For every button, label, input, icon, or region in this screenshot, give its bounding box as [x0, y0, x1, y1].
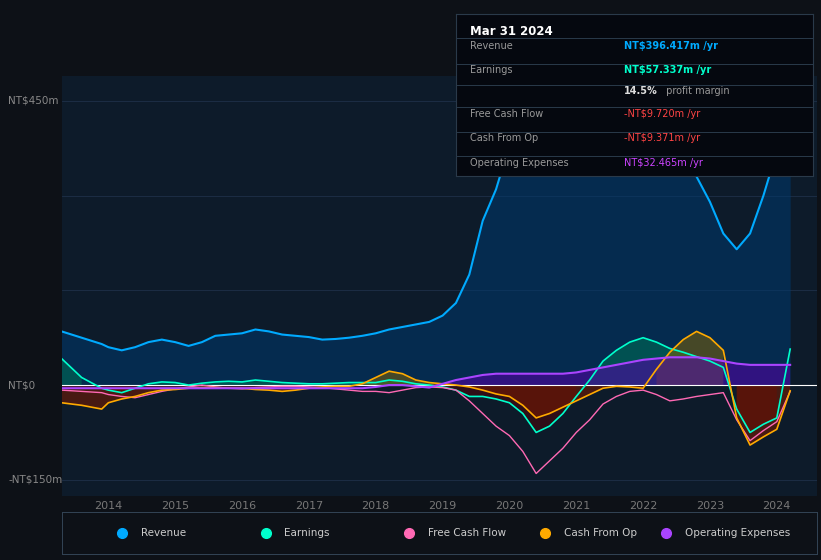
Text: Operating Expenses: Operating Expenses	[470, 158, 569, 168]
Text: profit margin: profit margin	[663, 86, 729, 96]
Text: Earnings: Earnings	[470, 65, 512, 75]
Text: 14.5%: 14.5%	[623, 86, 658, 96]
Text: NT$0: NT$0	[8, 380, 35, 390]
Text: Revenue: Revenue	[141, 529, 186, 538]
Text: Free Cash Flow: Free Cash Flow	[428, 529, 506, 538]
Text: NT$450m: NT$450m	[8, 96, 59, 106]
Text: -NT$9.720m /yr: -NT$9.720m /yr	[623, 109, 699, 119]
Text: NT$57.337m /yr: NT$57.337m /yr	[623, 65, 711, 75]
Text: -NT$150m: -NT$150m	[8, 475, 62, 485]
Text: Cash From Op: Cash From Op	[470, 133, 539, 143]
Text: -NT$9.371m /yr: -NT$9.371m /yr	[623, 133, 699, 143]
Text: NT$32.465m /yr: NT$32.465m /yr	[623, 158, 703, 168]
Text: Revenue: Revenue	[470, 41, 512, 51]
Text: Earnings: Earnings	[284, 529, 330, 538]
Text: Operating Expenses: Operating Expenses	[685, 529, 790, 538]
Text: NT$396.417m /yr: NT$396.417m /yr	[623, 41, 718, 51]
Text: Mar 31 2024: Mar 31 2024	[470, 25, 553, 39]
Text: Free Cash Flow: Free Cash Flow	[470, 109, 544, 119]
Text: Cash From Op: Cash From Op	[564, 529, 637, 538]
